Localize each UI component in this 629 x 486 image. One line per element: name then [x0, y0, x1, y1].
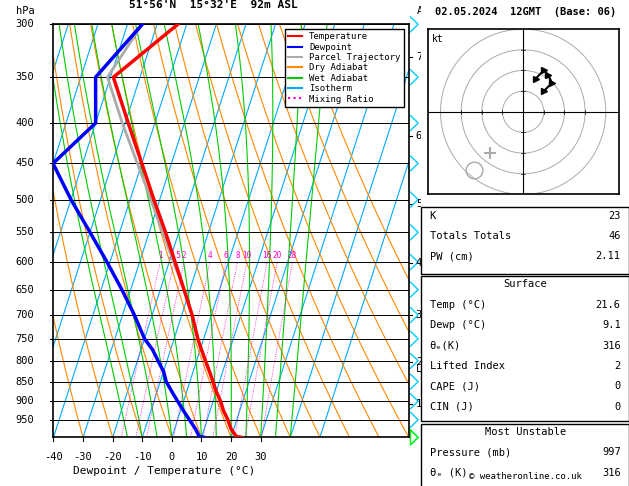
Text: 600: 600 — [15, 257, 34, 267]
Text: 20: 20 — [272, 251, 282, 260]
Text: 16: 16 — [262, 251, 272, 260]
Text: Temp (°C): Temp (°C) — [430, 300, 486, 310]
Text: 1.5: 1.5 — [167, 251, 181, 260]
Bar — [421, 424, 629, 486]
Text: 6: 6 — [223, 251, 228, 260]
Text: 650: 650 — [15, 285, 34, 295]
Text: 10: 10 — [242, 251, 252, 260]
Text: Surface: Surface — [503, 279, 547, 289]
Text: 30: 30 — [255, 452, 267, 462]
Text: Dewp (°C): Dewp (°C) — [430, 320, 486, 330]
Text: CIN (J): CIN (J) — [430, 402, 474, 412]
Text: 46: 46 — [608, 231, 621, 241]
Text: 7: 7 — [416, 52, 422, 62]
Text: 2.11: 2.11 — [596, 251, 621, 261]
Text: 550: 550 — [15, 227, 34, 237]
Text: 300: 300 — [15, 19, 34, 29]
Text: © weatheronline.co.uk: © weatheronline.co.uk — [469, 472, 582, 481]
Text: 316: 316 — [602, 341, 621, 350]
Text: K: K — [430, 210, 436, 221]
Text: 450: 450 — [15, 158, 34, 169]
Text: Pressure (mb): Pressure (mb) — [430, 447, 511, 457]
Text: -30: -30 — [74, 452, 92, 462]
Text: 400: 400 — [15, 118, 34, 128]
Text: 9.1: 9.1 — [602, 320, 621, 330]
Text: 316: 316 — [602, 468, 621, 478]
Text: 20: 20 — [225, 452, 237, 462]
Text: 2: 2 — [182, 251, 186, 260]
Text: θₑ(K): θₑ(K) — [430, 341, 461, 350]
Text: 2: 2 — [416, 357, 422, 367]
Text: 6: 6 — [416, 131, 422, 140]
Text: Dewpoint / Temperature (°C): Dewpoint / Temperature (°C) — [74, 467, 255, 476]
Text: 28: 28 — [288, 251, 297, 260]
Bar — [421, 207, 629, 274]
Text: 21.6: 21.6 — [596, 300, 621, 310]
Text: 750: 750 — [15, 334, 34, 344]
Text: Mixing Ratio (g/kg): Mixing Ratio (g/kg) — [450, 175, 460, 287]
Text: 02.05.2024  12GMT  (Base: 06): 02.05.2024 12GMT (Base: 06) — [435, 7, 616, 17]
Bar — [421, 277, 629, 421]
Text: 4: 4 — [208, 251, 212, 260]
Text: 850: 850 — [15, 377, 34, 387]
Text: 500: 500 — [15, 194, 34, 205]
Text: 950: 950 — [15, 415, 34, 425]
Text: 350: 350 — [15, 72, 34, 82]
Text: 1: 1 — [416, 399, 422, 409]
Text: 8: 8 — [235, 251, 240, 260]
Text: PW (cm): PW (cm) — [430, 251, 474, 261]
Text: kt: kt — [431, 34, 443, 44]
Text: 0: 0 — [169, 452, 175, 462]
Text: Lifted Index: Lifted Index — [430, 361, 504, 371]
Text: Most Unstable: Most Unstable — [484, 427, 565, 437]
Text: 800: 800 — [15, 356, 34, 366]
Text: 4: 4 — [416, 258, 422, 268]
Text: 2: 2 — [615, 361, 621, 371]
Text: 23: 23 — [608, 210, 621, 221]
Text: -20: -20 — [103, 452, 122, 462]
Text: θₑ (K): θₑ (K) — [430, 468, 467, 478]
Text: CAPE (J): CAPE (J) — [430, 382, 479, 391]
Text: 900: 900 — [15, 396, 34, 406]
Text: 0: 0 — [615, 382, 621, 391]
Text: 1: 1 — [158, 251, 162, 260]
Text: 700: 700 — [15, 310, 34, 320]
Text: -40: -40 — [44, 452, 63, 462]
Text: LCL: LCL — [416, 364, 435, 374]
Text: hPa: hPa — [16, 6, 35, 16]
Text: 3: 3 — [416, 310, 422, 320]
Text: -10: -10 — [133, 452, 152, 462]
Text: Totals Totals: Totals Totals — [430, 231, 511, 241]
Text: 51°56'N  15°32'E  92m ASL: 51°56'N 15°32'E 92m ASL — [129, 0, 298, 10]
Text: 997: 997 — [602, 447, 621, 457]
Text: 0: 0 — [615, 402, 621, 412]
Text: km
ASL: km ASL — [417, 0, 436, 16]
Text: 5: 5 — [416, 199, 422, 208]
Legend: Temperature, Dewpoint, Parcel Trajectory, Dry Adiabat, Wet Adiabat, Isotherm, Mi: Temperature, Dewpoint, Parcel Trajectory… — [285, 29, 404, 107]
Text: 10: 10 — [195, 452, 208, 462]
